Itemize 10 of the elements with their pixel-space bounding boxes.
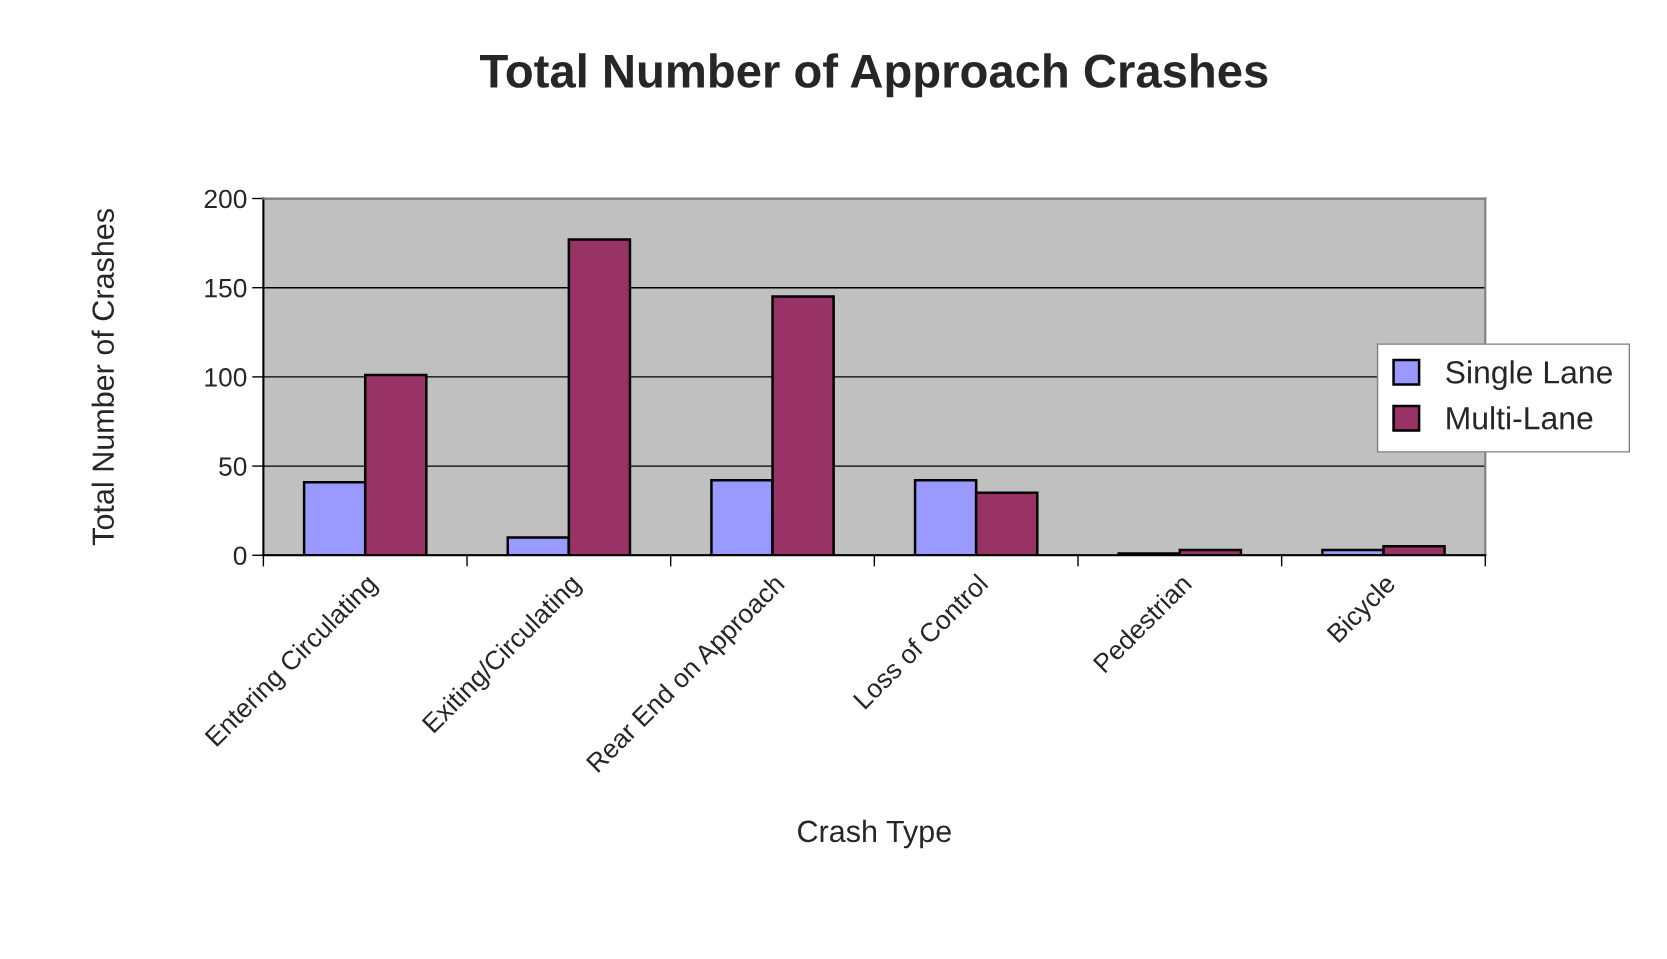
y-tick-label: 200: [204, 189, 247, 209]
y-tick-label: 150: [205, 278, 247, 298]
chart-title: Total Number of Approach Crashes: [480, 53, 1268, 98]
legend-label: Single Lane: [1446, 360, 1612, 390]
y-tick-label: 50: [219, 457, 247, 476]
y-tick-label: 100: [205, 368, 247, 387]
legend-label: Multi-Lane: [1447, 406, 1593, 430]
y-axis-title: Total Number of Crashes: [91, 209, 115, 546]
x-axis-title: Crash Type: [798, 819, 951, 849]
y-tick-label: 0: [233, 546, 247, 566]
